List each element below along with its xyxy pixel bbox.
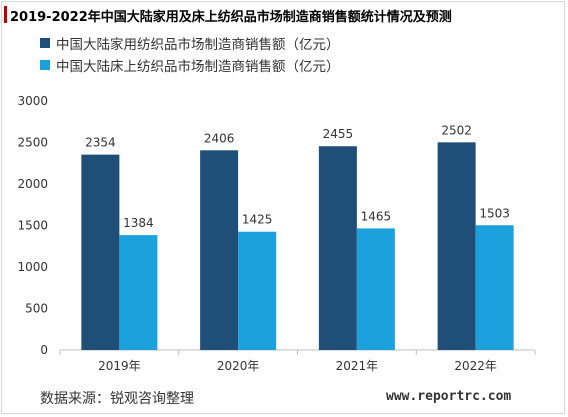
legend-label-series2: 中国大陆床上纺织品市场制造商销售额（亿元） xyxy=(56,59,340,75)
data-label: 1465 xyxy=(361,209,392,223)
source-text: 数据来源：锐观咨询整理 xyxy=(40,391,194,407)
legend-swatch-series1 xyxy=(40,38,50,48)
website-text: www.reportrc.com xyxy=(386,389,512,404)
data-label: 2354 xyxy=(85,136,116,150)
y-tick-label: 500 xyxy=(25,302,48,316)
y-tick-label: 1500 xyxy=(17,219,48,233)
y-tick-label: 3000 xyxy=(17,94,48,108)
legend-label-series1: 中国大陆家用纺织品市场制造商销售额（亿元） xyxy=(56,37,340,53)
legend: 中国大陆家用纺织品市场制造商销售额（亿元） 中国大陆床上纺织品市场制造商销售额（… xyxy=(40,32,340,76)
bar-series2 xyxy=(238,231,277,350)
legend-swatch-series2 xyxy=(40,60,50,70)
x-tick-label: 2022年 xyxy=(454,359,497,373)
y-tick-label: 0 xyxy=(40,343,48,357)
legend-item-series2: 中国大陆床上纺织品市场制造商销售额（亿元） xyxy=(40,54,340,76)
bar-series2 xyxy=(475,225,514,350)
data-label: 2406 xyxy=(204,131,235,145)
chart-title: 2019-2022年中国大陆家用及床上纺织品市场制造商销售额统计情况及预测 xyxy=(10,10,452,25)
data-label: 1425 xyxy=(242,213,273,227)
bar-series1 xyxy=(437,142,476,350)
bar-series1 xyxy=(81,154,120,350)
data-label: 1503 xyxy=(479,206,510,220)
x-tick-label: 2019年 xyxy=(98,359,141,373)
data-label: 1384 xyxy=(123,216,154,230)
legend-item-series1: 中国大陆家用纺织品市场制造商销售额（亿元） xyxy=(40,32,340,54)
y-tick-label: 1000 xyxy=(17,260,48,274)
title-accent-bar xyxy=(4,6,7,23)
data-label: 2502 xyxy=(441,123,472,137)
bar-series2 xyxy=(119,235,158,350)
bar-series1 xyxy=(200,150,239,350)
x-tick-label: 2021年 xyxy=(336,359,379,373)
data-label: 2455 xyxy=(323,127,354,141)
y-tick-label: 2500 xyxy=(17,136,48,150)
y-tick-label: 2000 xyxy=(17,177,48,191)
bar-series1 xyxy=(318,146,357,350)
bar-series2 xyxy=(356,228,395,350)
x-tick-label: 2020年 xyxy=(217,359,260,373)
